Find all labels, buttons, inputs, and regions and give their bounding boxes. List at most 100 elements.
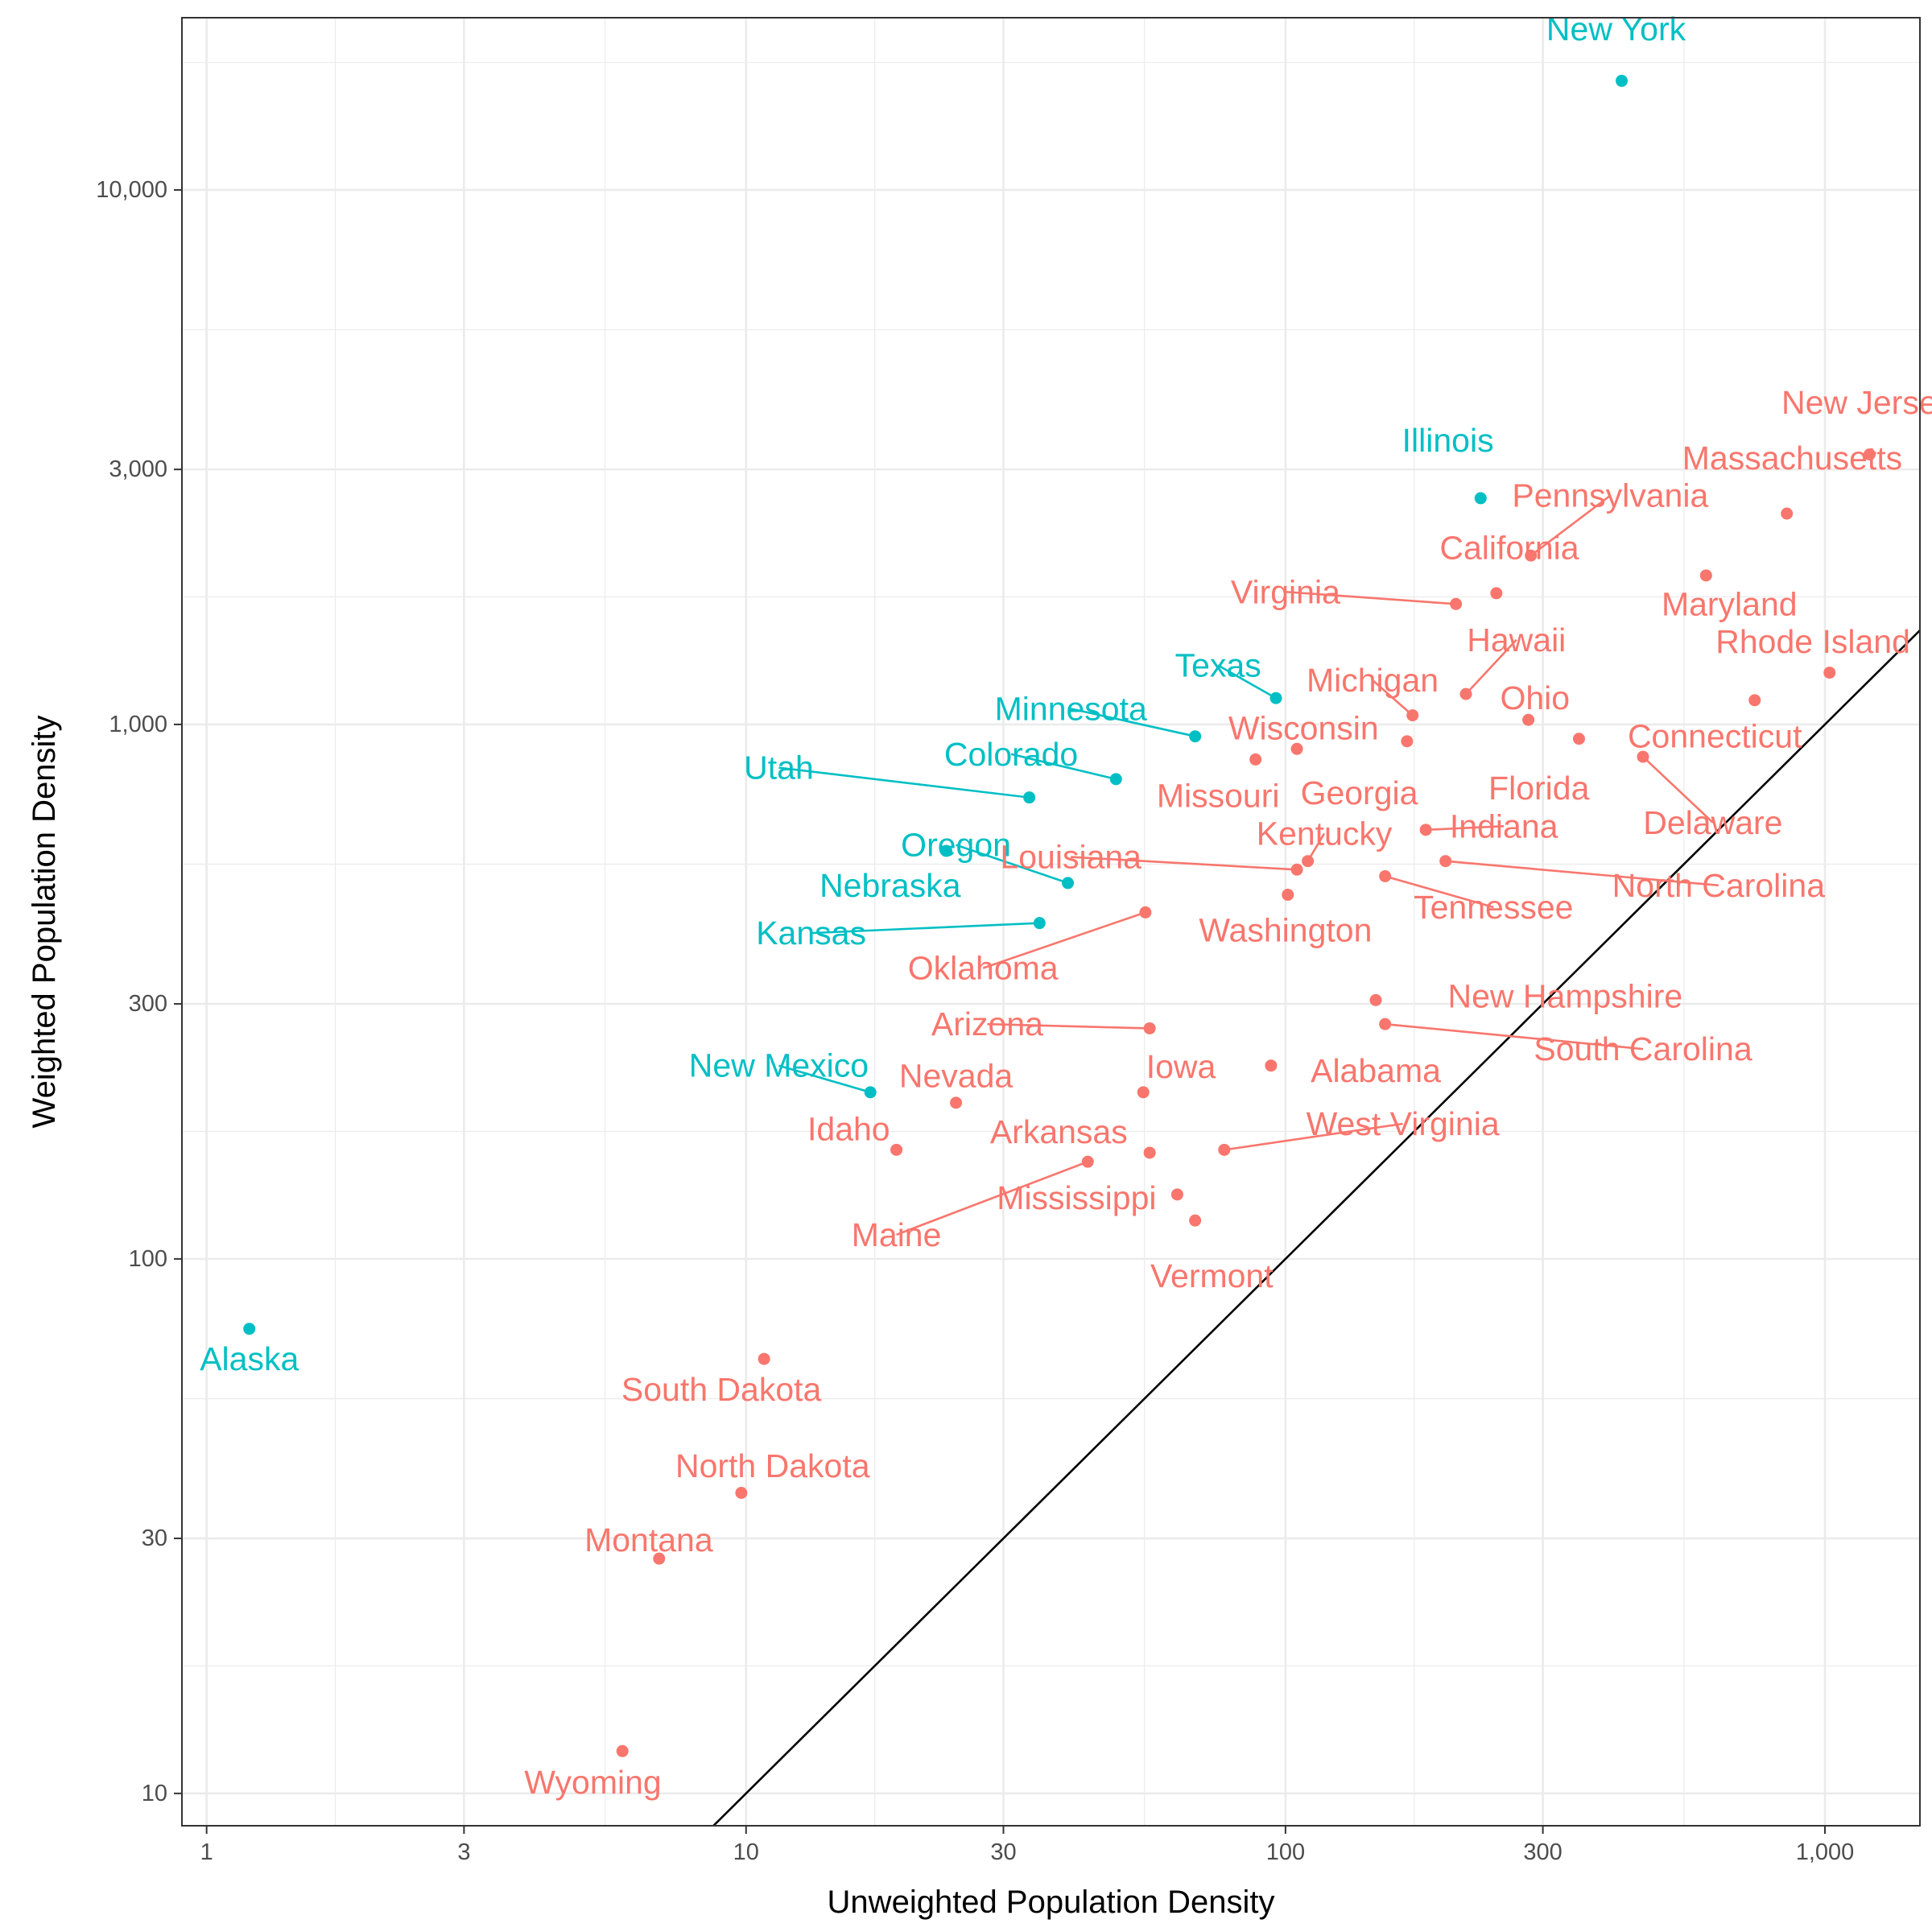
leader-delaware (1642, 756, 1714, 824)
label-mississippi: Mississippi (997, 1179, 1156, 1216)
point-texas (1269, 691, 1282, 704)
label-vermont: Vermont (1150, 1257, 1274, 1294)
point-mississippi (1170, 1188, 1183, 1201)
point-missouri (1249, 753, 1262, 766)
y-tick-label: 3,000 (109, 456, 167, 482)
point-south-dakota (758, 1352, 770, 1365)
label-virginia: Virginia (1231, 573, 1340, 610)
point-west-virginia (1218, 1143, 1231, 1156)
point-kansas (1033, 917, 1046, 930)
label-new-mexico: New Mexico (689, 1047, 869, 1084)
point-idaho (890, 1143, 903, 1156)
point-michigan (1406, 709, 1419, 722)
label-north-carolina: North Carolina (1612, 867, 1826, 904)
point-nevada (950, 1096, 963, 1109)
label-leaders (778, 494, 1719, 1236)
label-florida: Florida (1488, 770, 1590, 807)
label-montana: Montana (584, 1521, 713, 1558)
x-tick-label: 3 (457, 1839, 470, 1865)
label-kansas: Kansas (756, 914, 866, 952)
point-pennsylvania (1525, 549, 1538, 562)
label-utah: Utah (744, 749, 814, 786)
label-nebraska: Nebraska (819, 867, 961, 904)
x-tick-label: 30 (990, 1839, 1016, 1865)
leader-arizona (987, 1022, 1150, 1030)
label-rhode-island: Rhode Island (1715, 623, 1910, 660)
label-pennsylvania: Pennsylvania (1512, 477, 1708, 514)
leader-louisiana (1071, 856, 1298, 871)
label-ohio: Ohio (1500, 679, 1570, 716)
point-arkansas (1143, 1146, 1156, 1159)
point-south-carolina (1379, 1018, 1392, 1030)
label-new-york: New York (1546, 10, 1686, 47)
data-points (243, 74, 1876, 1757)
point-hawaii (1459, 687, 1472, 700)
label-arizona: Arizona (931, 1005, 1043, 1042)
label-connecticut: Connecticut (1628, 718, 1802, 755)
leader-pennsylvania (1530, 494, 1612, 557)
label-north-dakota: North Dakota (675, 1447, 870, 1484)
label-maryland: Maryland (1662, 585, 1798, 622)
point-arizona (1143, 1022, 1156, 1034)
leader-texas (1217, 664, 1277, 700)
label-hawaii: Hawaii (1467, 621, 1566, 658)
point-ohio (1522, 713, 1535, 726)
point-louisiana (1290, 863, 1303, 876)
leader-oregon (956, 844, 1068, 885)
point-delaware (1637, 750, 1649, 763)
label-south-dakota: South Dakota (621, 1371, 822, 1408)
point-iowa (1137, 1086, 1150, 1099)
point-connecticut (1748, 694, 1761, 707)
reference-line-layer (712, 630, 1920, 1826)
label-tennessee: Tennessee (1414, 889, 1573, 926)
label-louisiana: Louisiana (1000, 839, 1141, 876)
point-alaska (243, 1323, 256, 1335)
label-new-hampshire: New Hampshire (1448, 978, 1683, 1015)
label-minnesota: Minnesota (995, 690, 1147, 727)
label-iowa: Iowa (1146, 1048, 1216, 1085)
point-virginia (1450, 597, 1463, 610)
leader-oklahoma (982, 911, 1146, 969)
label-alabama: Alabama (1311, 1052, 1441, 1089)
label-west-virginia: West Virginia (1307, 1105, 1500, 1142)
x-axis-title: Unweighted Population Density (828, 1885, 1275, 1920)
label-wisconsin: Wisconsin (1228, 709, 1379, 746)
y-tick-label: 100 (129, 1246, 167, 1272)
point-california (1490, 587, 1503, 600)
y-tick-label: 30 (142, 1525, 167, 1551)
leader-michigan (1372, 679, 1414, 716)
y-axis-title: Weighted Population Density (27, 716, 62, 1129)
point-minnesota (1189, 730, 1202, 743)
point-florida (1572, 733, 1585, 745)
leader-minnesota (1070, 708, 1195, 737)
label-kentucky: Kentucky (1257, 815, 1393, 852)
label-oklahoma: Oklahoma (908, 950, 1059, 987)
point-alabama (1265, 1059, 1278, 1072)
x-tick-label: 1 (200, 1839, 213, 1865)
point-wyoming (616, 1744, 629, 1757)
axis-ticks: 1 3 10 30 100 300 1,000 10 30 100 300 1,000 3,000 10,… (96, 177, 1854, 1865)
label-georgia: Georgia (1301, 774, 1418, 811)
leader-kansas (811, 922, 1040, 935)
point-wisconsin (1290, 742, 1303, 755)
x-tick-label: 300 (1523, 1839, 1562, 1865)
point-georgia (1401, 735, 1414, 748)
point-massachusetts (1781, 507, 1794, 520)
leader-north-carolina (1445, 860, 1719, 887)
leader-utah (778, 766, 1030, 799)
label-california: California (1439, 530, 1579, 567)
point-kentucky (1302, 855, 1315, 868)
point-north-dakota (735, 1486, 748, 1499)
point-illinois (1474, 492, 1487, 505)
x-tick-label: 10 (733, 1839, 759, 1865)
label-maine: Maine (852, 1216, 942, 1253)
label-texas: Texas (1175, 646, 1261, 683)
x-tick-label: 1,000 (1796, 1839, 1855, 1865)
x-tick-label: 100 (1266, 1839, 1305, 1865)
label-massachusetts: Massachusetts (1682, 440, 1902, 477)
label-michigan: Michigan (1307, 662, 1439, 699)
label-washington: Washington (1199, 912, 1372, 949)
label-delaware: Delaware (1643, 804, 1782, 841)
label-arkansas: Arkansas (990, 1113, 1128, 1150)
